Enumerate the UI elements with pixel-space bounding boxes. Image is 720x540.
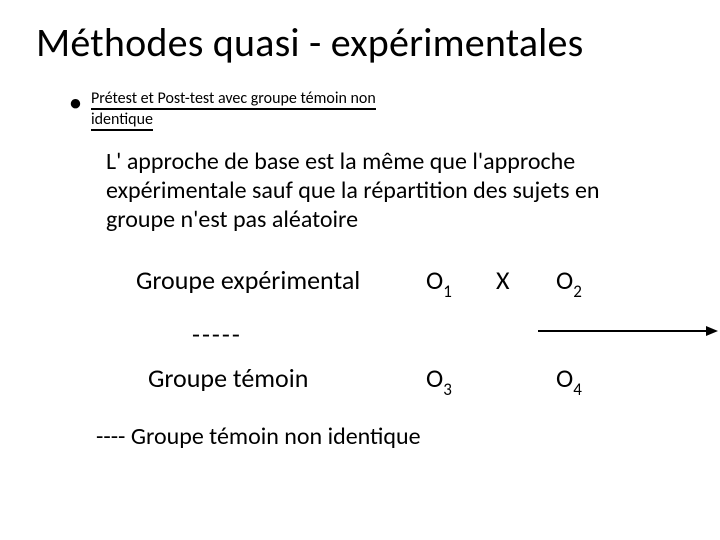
cell-o3: O3 — [426, 362, 496, 398]
bullet-icon: • — [70, 89, 81, 131]
sub-3: 3 — [443, 379, 452, 400]
o-glyph: O — [556, 264, 573, 296]
sub-1: 1 — [443, 281, 452, 302]
experimental-row: Groupe expérimental O1 X O2 — [136, 264, 684, 300]
footnote-text: ---- Groupe témoin non identique — [96, 422, 684, 451]
arrow-head-icon — [706, 326, 718, 336]
bullet-line-1: Prétest et Post-test avec groupe témoin … — [91, 89, 376, 110]
description-text: L' approche de base est la même que l'ap… — [106, 147, 654, 234]
slide: Méthodes quasi - expérimentales • Prétes… — [0, 0, 720, 471]
experimental-label: Groupe expérimental — [136, 264, 426, 296]
arrow-line — [538, 330, 708, 332]
sub-2: 2 — [573, 281, 582, 302]
bullet-item: • Prétest et Post-test avec groupe témoi… — [70, 89, 684, 131]
sub-4: 4 — [573, 379, 582, 400]
o-glyph: O — [426, 264, 443, 296]
cell-x: X — [496, 264, 556, 296]
divider-dashes: ----- — [192, 318, 684, 350]
bullet-text: Prétest et Post-test avec groupe témoin … — [91, 89, 376, 131]
control-label: Groupe témoin — [136, 362, 426, 394]
cell-o2: O2 — [556, 264, 626, 300]
design-diagram: Groupe expérimental O1 X O2 ----- Groupe… — [136, 264, 684, 398]
bullet-line-2: identique — [91, 110, 153, 131]
control-row: Groupe témoin O3 O4 — [136, 362, 684, 398]
cell-o4: O4 — [556, 362, 626, 398]
o-glyph: O — [556, 362, 573, 394]
o-glyph: O — [426, 362, 443, 394]
page-title: Méthodes quasi - expérimentales — [36, 18, 684, 67]
cell-o1: O1 — [426, 264, 496, 300]
